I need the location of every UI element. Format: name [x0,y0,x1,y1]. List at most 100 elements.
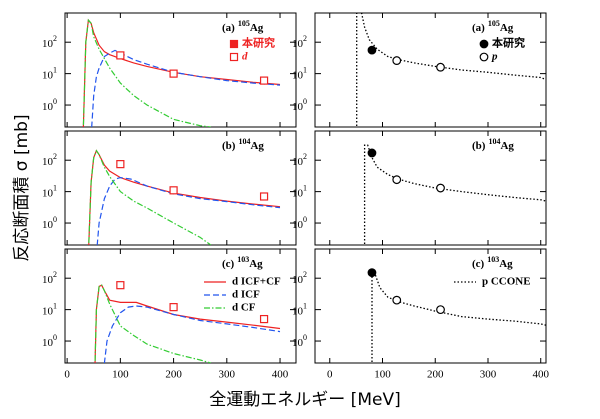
plot-frame [64,130,297,246]
isotope-element: Ag [249,258,263,270]
y-tick-exp: 1 [303,183,307,192]
y-tick-base: 10 [42,187,54,199]
plot-frame [64,248,297,364]
plot-area [94,281,281,363]
curve [88,149,212,245]
marker [259,76,269,85]
y-tick-base: 10 [292,101,304,113]
y-tick-label: 100 [292,97,307,113]
curve [94,284,281,363]
y-tick-label: 101 [42,183,57,199]
x-tick-label: 300 [219,369,236,381]
curve [103,305,281,363]
marker [259,314,269,324]
y-tick-label: 100 [42,215,57,231]
panel-label: (c) 103Ag [222,255,263,270]
plot-area [363,144,546,245]
plot-frame [64,12,297,128]
y-tick-label: 101 [292,65,307,81]
plot-frame [314,12,547,128]
y-tick-base: 10 [292,38,304,50]
curve [82,18,211,127]
y-tick-exp: 1 [53,65,57,74]
x-tick-label: 100 [112,369,129,381]
y-tick-label: 102 [42,270,57,286]
x-tick-label: 0 [327,369,333,381]
y-tick-base: 10 [292,156,304,168]
marker [479,52,489,62]
y-tick-base: 10 [42,219,54,231]
y-tick-label: 102 [292,270,307,286]
panel-letter: (b) [222,140,236,152]
y-tick-label: 102 [42,152,57,168]
y-tick-base: 10 [292,305,304,317]
y-tick-label: 101 [292,301,307,317]
marker [116,281,125,290]
isotope-mass: 105 [238,19,250,28]
x-axis-label: 全運動エネルギー [MeV] [209,390,400,410]
y-tick-base: 10 [292,274,304,286]
isotope-mass: 105 [488,19,500,28]
y-tick-label: 101 [42,65,57,81]
y-tick-base: 10 [292,219,304,231]
y-tick-base: 10 [42,156,54,168]
legend-label: p [491,51,498,63]
y-axis-label: 反応断面積 σ [mb] [12,114,32,261]
y-tick-base: 10 [42,69,54,81]
y-tick-label: 100 [42,97,57,113]
y-tick-exp: 0 [303,215,307,224]
marker [479,39,489,49]
legend-label: d [242,51,248,63]
panel-label: (a) 105Ag [472,19,514,34]
legend-label: 本研究 [492,36,525,50]
isotope-element: Ag [250,22,264,34]
y-tick-exp: 1 [53,183,57,192]
marker [392,56,402,65]
isotope-mass: 104 [488,137,500,146]
y-tick-exp: 0 [303,333,307,342]
marker [392,295,402,305]
marker [392,175,402,185]
y-tick-base: 10 [42,337,54,349]
y-tick-base: 10 [42,305,54,317]
marker [367,45,377,55]
y-tick-exp: 0 [53,215,57,224]
legend-label: d ICF [232,289,260,301]
marker [116,160,125,169]
y-tick-exp: 0 [303,97,307,106]
x-tick-label: 200 [427,369,444,381]
legend-label: p CCONE [482,276,531,288]
curve [363,144,546,245]
panel-label: (b) 104Ag [472,137,514,152]
marker [367,148,377,158]
y-tick-label: 101 [292,183,307,199]
isotope-element: Ag [500,22,514,34]
isotope-element: Ag [250,140,264,152]
marker [169,69,178,78]
x-tick-label: 400 [272,369,289,381]
plot-area [82,18,281,127]
y-tick-base: 10 [292,69,304,81]
y-tick-label: 102 [292,34,307,50]
x-tick-label: 0 [64,369,70,381]
marker [367,268,377,278]
panel-letter: (b) [472,140,486,152]
curve [96,176,281,245]
y-tick-exp: 0 [53,97,57,106]
plot-area [367,268,546,363]
panel-label: (b) 104Ag [222,137,264,152]
curve [371,272,546,363]
curve [94,284,211,363]
panel-letter: (c) [222,258,235,270]
y-tick-exp: 0 [53,333,57,342]
marker [169,186,178,195]
y-tick-label: 102 [42,34,57,50]
marker [229,39,239,49]
y-tick-label: 102 [292,152,307,168]
marker [436,183,445,193]
panel-letter: (c) [472,258,485,270]
y-tick-exp: 2 [53,270,57,279]
y-tick-base: 10 [42,101,54,113]
